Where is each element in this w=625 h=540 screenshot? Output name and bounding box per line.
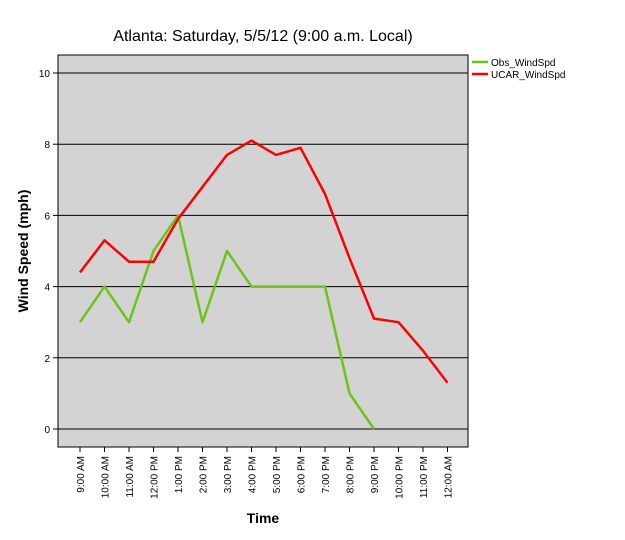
legend-label: Obs_WindSpd: [491, 58, 555, 69]
series-lines: [78, 139, 449, 430]
x-tick-label: 9:00 AM: [76, 456, 87, 493]
legend-label: UCAR_WindSpd: [491, 70, 565, 81]
x-tick-label: 12:00 AM: [444, 456, 455, 498]
x-tick-label: 11:00 AM: [125, 456, 136, 498]
y-axis-ticks: 0 2 4 6 8 10: [39, 69, 58, 436]
series-line-obs-windspd: [78, 214, 376, 430]
y-axis-label: Wind Speed (mph): [15, 190, 31, 313]
y-tick-label: 2: [44, 354, 50, 365]
y-tick-label: 6: [44, 211, 50, 222]
x-tick-label: 10:00 AM: [101, 456, 112, 498]
chart-title: Atlanta: Saturday, 5/5/12 (9:00 a.m. Loc…: [113, 28, 412, 45]
series-line-ucar-windspd: [79, 139, 449, 384]
x-tick-label: 5:00 PM: [272, 456, 283, 493]
x-tick-label: 11:00 PM: [419, 456, 430, 498]
x-tick-label: 1:00 PM: [174, 456, 185, 493]
x-tick-label: 9:00 PM: [370, 456, 381, 493]
y-tick-label: 8: [44, 140, 50, 151]
x-tick-label: 2:00 PM: [199, 456, 210, 493]
plot-background: [57, 54, 469, 448]
x-tick-label: 4:00 PM: [248, 456, 259, 493]
x-tick-label: 7:00 PM: [321, 456, 332, 493]
x-tick-label: 3:00 PM: [223, 456, 234, 493]
x-tick-label: 10:00 PM: [395, 456, 406, 499]
x-axis-ticks: 9:00 AM 10:00 AM 11:00 AM 12:00 PM 1:00 PM 2:…: [76, 447, 455, 499]
x-tick-label: 6:00 PM: [297, 456, 308, 493]
y-tick-label: 10: [39, 69, 51, 80]
x-axis-label: Time: [247, 510, 280, 526]
y-tick-label: 0: [44, 425, 50, 436]
x-tick-label: 12:00 PM: [150, 456, 161, 499]
x-tick-label: 8:00 PM: [346, 456, 357, 493]
y-tick-label: 4: [44, 283, 50, 294]
